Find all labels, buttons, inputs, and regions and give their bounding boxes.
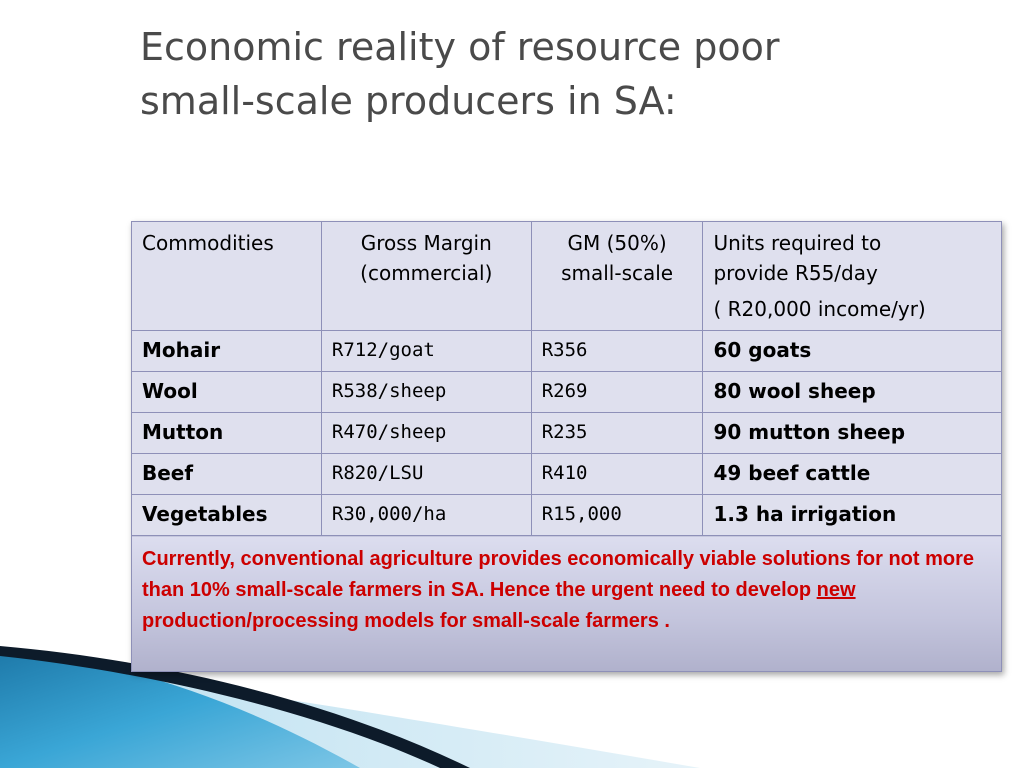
cell-commodity: Wool xyxy=(131,371,322,413)
header-units-line-3: ( R20,000 income/yr) xyxy=(713,297,926,321)
swoosh-blue-band xyxy=(0,648,360,768)
cell-units: 90 mutton sheep xyxy=(702,412,1002,454)
table-row: Beef R820/LSU R410 49 beef cattle xyxy=(131,453,1002,495)
note-underlined-word: new xyxy=(816,579,856,601)
cell-gross-margin: R538/sheep xyxy=(320,371,532,413)
cell-units: 60 goats xyxy=(702,330,1002,372)
header-gross-margin-line-1: Gross Margin xyxy=(360,231,492,255)
cell-commodity: Mohair xyxy=(131,330,322,372)
table-row: Vegetables R30,000/ha R15,000 1.3 ha irr… xyxy=(131,494,1002,536)
cell-gross-margin: R820/LSU xyxy=(320,453,532,495)
cell-gross-margin: R30,000/ha xyxy=(320,494,532,536)
header-gm-50-line-1: GM (50%) xyxy=(567,231,667,255)
cell-gm-50: R269 xyxy=(530,371,704,413)
cell-units: 49 beef cattle xyxy=(702,453,1002,495)
cell-gm-50: R15,000 xyxy=(530,494,704,536)
header-commodities: Commodities xyxy=(131,221,322,331)
cell-units: 80 wool sheep xyxy=(702,371,1002,413)
cell-gm-50: R235 xyxy=(530,412,704,454)
table-row: Wool R538/sheep R269 80 wool sheep xyxy=(131,371,1002,413)
table-note-row: Currently, conventional agriculture prov… xyxy=(131,535,1002,672)
note-text-part-2: production/processing models for small-s… xyxy=(142,610,670,632)
cell-commodity: Beef xyxy=(131,453,322,495)
header-units-required: Units required to provide R55/day ( R20,… xyxy=(702,221,1002,331)
cell-units: 1.3 ha irrigation xyxy=(702,494,1002,536)
commodities-table: Commodities Gross Margin (commercial) GM… xyxy=(131,221,1002,672)
header-units-line-1: Units required to xyxy=(713,231,882,255)
table-row: Mohair R712/goat R356 60 goats xyxy=(131,330,1002,372)
cell-commodity: Mutton xyxy=(131,412,322,454)
slide-title: Economic reality of resource poor small-… xyxy=(140,20,1000,128)
cell-gm-50: R356 xyxy=(530,330,704,372)
header-gross-margin: Gross Margin (commercial) xyxy=(320,221,532,331)
conclusion-note: Currently, conventional agriculture prov… xyxy=(131,535,1002,672)
table-row: Mutton R470/sheep R235 90 mutton sheep xyxy=(131,412,1002,454)
header-units-line-2: provide R55/day xyxy=(713,261,878,285)
cell-commodity: Vegetables xyxy=(131,494,322,536)
header-gross-margin-line-2: (commercial) xyxy=(360,261,493,285)
cell-gross-margin: R470/sheep xyxy=(320,412,532,454)
header-gm-50: GM (50%) small-scale xyxy=(530,221,704,331)
cell-gm-50: R410 xyxy=(530,453,704,495)
cell-gross-margin: R712/goat xyxy=(320,330,532,372)
header-gm-50-line-2: small-scale xyxy=(561,261,674,285)
swoosh-dark-line xyxy=(0,646,470,768)
table-header-row: Commodities Gross Margin (commercial) GM… xyxy=(131,221,1002,331)
slide-title-line-2: small-scale producers in SA: xyxy=(140,79,677,123)
slide-title-line-1: Economic reality of resource poor xyxy=(140,25,780,69)
note-text-part-1: Currently, conventional agriculture prov… xyxy=(142,548,975,601)
